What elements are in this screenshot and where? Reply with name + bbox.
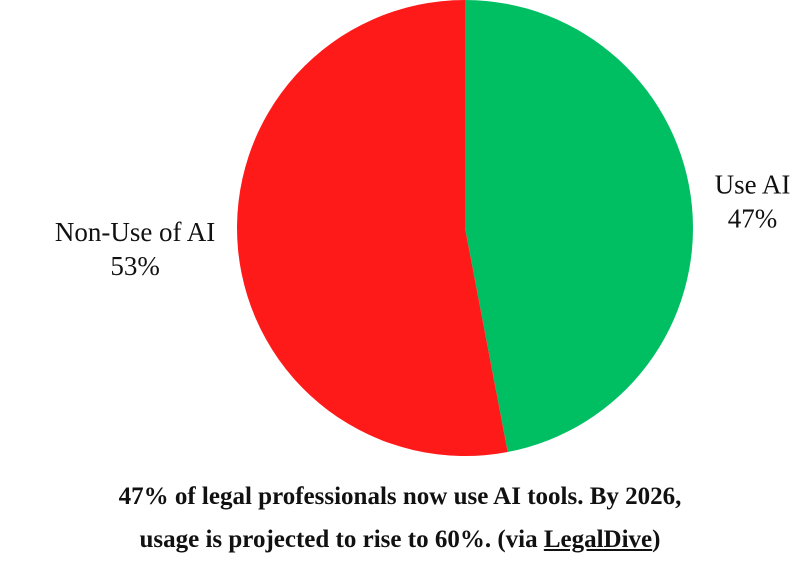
pie-slice xyxy=(465,0,693,452)
slice-value-label: 53% xyxy=(110,251,160,281)
caption-line: 47% of legal professionals now use AI to… xyxy=(118,483,682,510)
slice-label: Use AI xyxy=(715,170,791,200)
chart: Use AI 47% Non-Use of AI 53% xyxy=(55,0,791,456)
caption-text: usage is projected to rise to 60%. (via xyxy=(139,526,538,553)
slice-value-label: 47% xyxy=(728,204,778,234)
caption-line: usage is projected to rise to 60%. (via … xyxy=(0,526,800,554)
pie-slice xyxy=(237,0,508,456)
slice-label: Non-Use of AI xyxy=(55,217,215,247)
source-link[interactable]: LegalDive xyxy=(543,526,653,553)
caption-text: ) xyxy=(652,526,661,553)
